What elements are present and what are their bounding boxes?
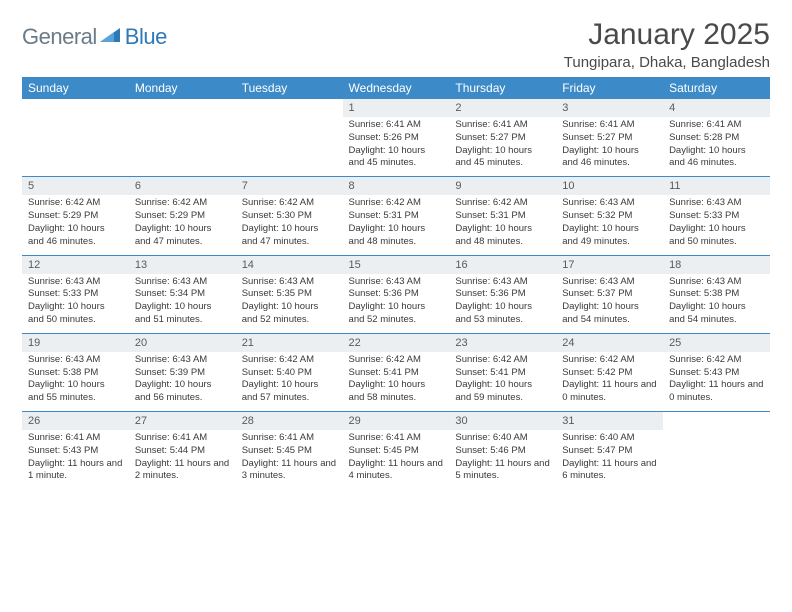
day-number-cell: 6 — [129, 177, 236, 195]
day-detail-cell: Sunrise: 6:43 AMSunset: 5:33 PMDaylight:… — [663, 195, 770, 255]
dow-wednesday: Wednesday — [343, 77, 450, 99]
day-detail-cell: Sunrise: 6:41 AMSunset: 5:44 PMDaylight:… — [129, 430, 236, 489]
day-number-cell: 23 — [449, 334, 556, 352]
day-detail-cell: Sunrise: 6:43 AMSunset: 5:36 PMDaylight:… — [343, 274, 450, 334]
logo-text-general: General — [22, 24, 97, 50]
logo-text-blue: Blue — [125, 24, 167, 50]
day-detail-cell: Sunrise: 6:43 AMSunset: 5:39 PMDaylight:… — [129, 352, 236, 412]
day-detail-row: Sunrise: 6:43 AMSunset: 5:33 PMDaylight:… — [22, 274, 770, 334]
day-number-cell: 27 — [129, 412, 236, 430]
calendar-table: Sunday Monday Tuesday Wednesday Thursday… — [22, 77, 770, 489]
day-number-cell: 10 — [556, 177, 663, 195]
day-detail-cell: Sunrise: 6:41 AMSunset: 5:27 PMDaylight:… — [556, 117, 663, 177]
day-detail-cell: Sunrise: 6:42 AMSunset: 5:29 PMDaylight:… — [22, 195, 129, 255]
day-number-cell: 8 — [343, 177, 450, 195]
day-number-cell — [129, 99, 236, 117]
dow-friday: Friday — [556, 77, 663, 99]
day-number-cell: 2 — [449, 99, 556, 117]
dow-thursday: Thursday — [449, 77, 556, 99]
day-detail-cell: Sunrise: 6:42 AMSunset: 5:40 PMDaylight:… — [236, 352, 343, 412]
dow-tuesday: Tuesday — [236, 77, 343, 99]
day-detail-cell: Sunrise: 6:43 AMSunset: 5:38 PMDaylight:… — [663, 274, 770, 334]
day-number-cell — [663, 412, 770, 430]
day-detail-row: Sunrise: 6:43 AMSunset: 5:38 PMDaylight:… — [22, 352, 770, 412]
day-number-cell: 7 — [236, 177, 343, 195]
day-number-cell — [22, 99, 129, 117]
day-detail-cell: Sunrise: 6:42 AMSunset: 5:30 PMDaylight:… — [236, 195, 343, 255]
day-detail-cell: Sunrise: 6:42 AMSunset: 5:41 PMDaylight:… — [449, 352, 556, 412]
day-number-cell — [236, 99, 343, 117]
day-number-cell: 16 — [449, 256, 556, 274]
day-detail-cell: Sunrise: 6:43 AMSunset: 5:36 PMDaylight:… — [449, 274, 556, 334]
location-text: Tungipara, Dhaka, Bangladesh — [564, 54, 770, 71]
header: General Blue January 2025 Tungipara, Dha… — [22, 18, 770, 71]
triangle-icon — [100, 26, 122, 49]
day-number-row: 12131415161718 — [22, 256, 770, 274]
day-detail-cell: Sunrise: 6:41 AMSunset: 5:43 PMDaylight:… — [22, 430, 129, 489]
day-detail-cell: Sunrise: 6:42 AMSunset: 5:42 PMDaylight:… — [556, 352, 663, 412]
calendar-body: 1234Sunrise: 6:41 AMSunset: 5:26 PMDayli… — [22, 99, 770, 489]
day-number-cell: 5 — [22, 177, 129, 195]
calendar-page: General Blue January 2025 Tungipara, Dha… — [0, 0, 792, 507]
day-number-cell: 30 — [449, 412, 556, 430]
day-number-cell: 28 — [236, 412, 343, 430]
day-number-cell: 4 — [663, 99, 770, 117]
day-detail-cell: Sunrise: 6:40 AMSunset: 5:46 PMDaylight:… — [449, 430, 556, 489]
day-detail-cell: Sunrise: 6:41 AMSunset: 5:45 PMDaylight:… — [343, 430, 450, 489]
day-detail-cell: Sunrise: 6:41 AMSunset: 5:28 PMDaylight:… — [663, 117, 770, 177]
dow-monday: Monday — [129, 77, 236, 99]
day-detail-cell: Sunrise: 6:43 AMSunset: 5:34 PMDaylight:… — [129, 274, 236, 334]
day-number-cell: 31 — [556, 412, 663, 430]
logo: General Blue — [22, 24, 167, 50]
day-number-row: 19202122232425 — [22, 334, 770, 352]
day-detail-cell — [663, 430, 770, 489]
day-number-row: 567891011 — [22, 177, 770, 195]
day-detail-cell: Sunrise: 6:43 AMSunset: 5:33 PMDaylight:… — [22, 274, 129, 334]
day-number-cell: 9 — [449, 177, 556, 195]
day-of-week-row: Sunday Monday Tuesday Wednesday Thursday… — [22, 77, 770, 99]
day-detail-cell: Sunrise: 6:43 AMSunset: 5:37 PMDaylight:… — [556, 274, 663, 334]
day-number-cell: 25 — [663, 334, 770, 352]
dow-saturday: Saturday — [663, 77, 770, 99]
day-detail-row: Sunrise: 6:41 AMSunset: 5:26 PMDaylight:… — [22, 117, 770, 177]
day-detail-cell: Sunrise: 6:43 AMSunset: 5:32 PMDaylight:… — [556, 195, 663, 255]
day-number-row: 262728293031 — [22, 412, 770, 430]
day-number-cell: 14 — [236, 256, 343, 274]
day-number-row: 1234 — [22, 99, 770, 117]
dow-sunday: Sunday — [22, 77, 129, 99]
day-number-cell: 11 — [663, 177, 770, 195]
day-number-cell: 12 — [22, 256, 129, 274]
month-title: January 2025 — [564, 18, 770, 52]
day-number-cell: 29 — [343, 412, 450, 430]
day-number-cell: 13 — [129, 256, 236, 274]
day-number-cell: 21 — [236, 334, 343, 352]
day-detail-cell: Sunrise: 6:42 AMSunset: 5:29 PMDaylight:… — [129, 195, 236, 255]
day-detail-cell: Sunrise: 6:40 AMSunset: 5:47 PMDaylight:… — [556, 430, 663, 489]
day-detail-row: Sunrise: 6:42 AMSunset: 5:29 PMDaylight:… — [22, 195, 770, 255]
day-number-cell: 20 — [129, 334, 236, 352]
day-number-cell: 18 — [663, 256, 770, 274]
day-detail-cell: Sunrise: 6:41 AMSunset: 5:26 PMDaylight:… — [343, 117, 450, 177]
day-detail-cell: Sunrise: 6:41 AMSunset: 5:45 PMDaylight:… — [236, 430, 343, 489]
day-detail-cell — [22, 117, 129, 177]
day-detail-row: Sunrise: 6:41 AMSunset: 5:43 PMDaylight:… — [22, 430, 770, 489]
day-number-cell: 26 — [22, 412, 129, 430]
day-detail-cell: Sunrise: 6:42 AMSunset: 5:41 PMDaylight:… — [343, 352, 450, 412]
day-detail-cell: Sunrise: 6:42 AMSunset: 5:31 PMDaylight:… — [343, 195, 450, 255]
day-number-cell: 19 — [22, 334, 129, 352]
day-number-cell: 1 — [343, 99, 450, 117]
day-detail-cell: Sunrise: 6:42 AMSunset: 5:31 PMDaylight:… — [449, 195, 556, 255]
day-detail-cell — [236, 117, 343, 177]
day-number-cell: 15 — [343, 256, 450, 274]
day-number-cell: 22 — [343, 334, 450, 352]
day-number-cell: 3 — [556, 99, 663, 117]
day-detail-cell: Sunrise: 6:43 AMSunset: 5:35 PMDaylight:… — [236, 274, 343, 334]
day-number-cell: 17 — [556, 256, 663, 274]
day-detail-cell: Sunrise: 6:43 AMSunset: 5:38 PMDaylight:… — [22, 352, 129, 412]
day-number-cell: 24 — [556, 334, 663, 352]
day-detail-cell: Sunrise: 6:41 AMSunset: 5:27 PMDaylight:… — [449, 117, 556, 177]
day-detail-cell: Sunrise: 6:42 AMSunset: 5:43 PMDaylight:… — [663, 352, 770, 412]
day-detail-cell — [129, 117, 236, 177]
title-block: January 2025 Tungipara, Dhaka, Banglades… — [564, 18, 770, 71]
